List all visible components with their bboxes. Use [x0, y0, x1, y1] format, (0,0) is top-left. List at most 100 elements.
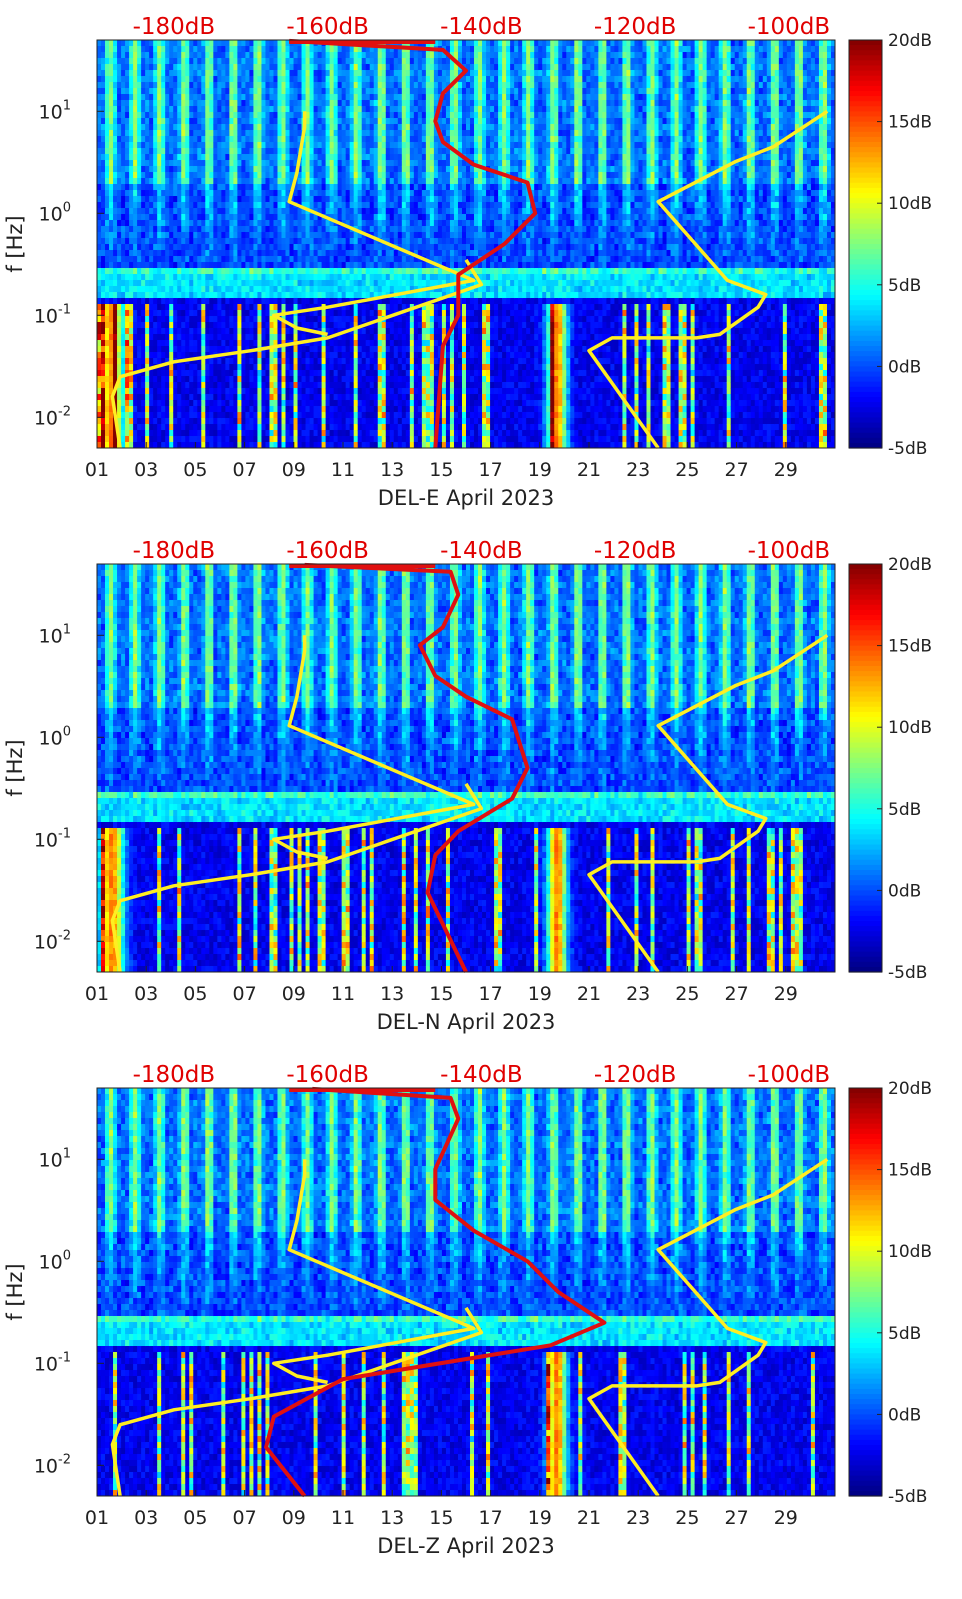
x-tick-label: 29 [774, 983, 798, 1005]
colorbar-tick-label: 20dB [888, 555, 932, 575]
panel-1: 01 03 05 07 09 11 13 15 17 19 21 23 25 27 29 DEL-E Apri… [3, 14, 932, 510]
x-axis-label: DEL-Z April 2023 [377, 1534, 555, 1558]
spectrogram-heatmap [97, 40, 836, 449]
top-axis-db-label: -100dB [748, 1062, 831, 1088]
top-axis-db-label: -140dB [440, 14, 523, 40]
yellow-curve-3 [587, 633, 829, 974]
yellow-curve-1 [110, 1306, 484, 1497]
x-tick-label: 19 [528, 459, 552, 481]
colorbar-tick-label: 0dB [888, 1405, 921, 1425]
x-tick-label: 25 [675, 459, 699, 481]
red-curve [289, 38, 538, 449]
x-tick-label: 07 [233, 1507, 257, 1529]
x-tick-label: 03 [134, 1507, 158, 1529]
yellow-curve-3 [587, 109, 829, 450]
x-tick-label: 21 [577, 1507, 601, 1529]
x-tick-label: 01 [85, 983, 109, 1005]
colorbar-tick-label: -5dB [888, 439, 927, 459]
x-tick-label: 23 [626, 983, 650, 1005]
colorbar: 20dB 15dB 10dB 5dB 0dB -5dB [848, 31, 932, 459]
y-tick-label: 10-2 [34, 928, 71, 953]
spectrogram-heatmap [97, 1088, 836, 1497]
top-axis-db-label: -100dB [748, 14, 831, 40]
panel-2: 01 03 05 07 09 11 13 15 17 19 21 23 25 27 29 DEL-N Apri… [3, 538, 932, 1034]
x-tick-label: 05 [183, 459, 207, 481]
y-tick-label: 10-1 [34, 302, 71, 327]
y-tick-label: 10-1 [34, 1350, 71, 1375]
colorbar-tick-label: 20dB [888, 1079, 932, 1099]
colorbar-tick-label: -5dB [888, 963, 927, 983]
x-tick-label: 03 [134, 983, 158, 1005]
top-axis-db-label: -160dB [286, 538, 369, 564]
y-axis-label: f [Hz] [3, 1263, 27, 1320]
x-tick-label: 07 [233, 459, 257, 481]
colorbar-tick-label: 5dB [888, 276, 921, 296]
red-curve [264, 1086, 607, 1498]
x-tick-label: 01 [85, 459, 109, 481]
spectrogram-heatmap [97, 564, 836, 973]
y-tick-label: 101 [39, 1146, 71, 1171]
y-tick-label: 10-2 [34, 404, 71, 429]
colorbar-tick-label: 15dB [888, 1161, 932, 1181]
x-tick-label: 03 [134, 459, 158, 481]
x-tick-label: 23 [626, 1507, 650, 1529]
top-axis-db-label: -140dB [440, 1062, 523, 1088]
panel-3: 01 03 05 07 09 11 13 15 17 19 21 23 25 27 29 DEL-Z Apri… [3, 1062, 932, 1558]
yellow-curve-2 [272, 635, 476, 861]
y-tick-label: 100 [39, 724, 71, 749]
y-tick-label: 10-2 [34, 1452, 71, 1477]
x-tick-label: 17 [479, 983, 503, 1005]
y-tick-label: 10-1 [34, 826, 71, 851]
x-tick-label: 19 [528, 1507, 552, 1529]
colorbar-tick-label: 5dB [888, 800, 921, 820]
plot-frame [96, 563, 836, 973]
top-axis-db-label: -120dB [594, 14, 677, 40]
x-tick-label: 13 [380, 983, 404, 1005]
yellow-curve-2 [272, 111, 476, 337]
plot-frame [96, 1087, 836, 1497]
colorbar-tick-label: 0dB [888, 357, 921, 377]
x-tick-label: 25 [675, 983, 699, 1005]
colorbar-tick-label: 15dB [888, 637, 932, 657]
colorbar-tick-label: 10dB [888, 194, 932, 214]
x-tick-label: 15 [429, 1507, 453, 1529]
y-tick-label: 100 [39, 1248, 71, 1273]
top-axis-db-label: -180dB [133, 1062, 216, 1088]
x-tick-label: 15 [429, 459, 453, 481]
colorbar-tick-label: 10dB [888, 1242, 932, 1262]
yellow-curve-1 [110, 782, 484, 973]
y-axis-label: f [Hz] [3, 215, 27, 272]
colorbar-tick-label: -5dB [888, 1487, 927, 1507]
x-tick-label: 11 [331, 1507, 355, 1529]
top-axis-db-label: -140dB [440, 538, 523, 564]
top-axis-db-label: -120dB [594, 538, 677, 564]
colorbar-tick-label: 5dB [888, 1324, 921, 1344]
x-tick-label: 05 [183, 983, 207, 1005]
y-tick-label: 100 [39, 200, 71, 225]
x-tick-label: 11 [331, 459, 355, 481]
plot-frame [96, 39, 836, 449]
x-tick-label: 13 [380, 459, 404, 481]
colorbar-tick-label: 0dB [888, 881, 921, 901]
x-tick-label: 29 [774, 1507, 798, 1529]
x-axis-label: DEL-N April 2023 [377, 1010, 556, 1034]
x-tick-label: 11 [331, 983, 355, 1005]
x-tick-label: 09 [282, 1507, 306, 1529]
x-tick-label: 23 [626, 459, 650, 481]
x-tick-label: 17 [479, 1507, 503, 1529]
x-axis-label: DEL-E April 2023 [378, 486, 554, 510]
yellow-curve-1 [110, 258, 484, 449]
x-tick-label: 01 [85, 1507, 109, 1529]
x-tick-label: 15 [429, 983, 453, 1005]
x-tick-label: 27 [725, 983, 749, 1005]
x-tick-label: 27 [725, 1507, 749, 1529]
top-axis-db-label: -160dB [286, 1062, 369, 1088]
x-tick-label: 09 [282, 459, 306, 481]
top-axis-db-label: -160dB [286, 14, 369, 40]
x-tick-label: 25 [675, 1507, 699, 1529]
top-axis-db-label: -180dB [133, 14, 216, 40]
yellow-curve-2 [272, 1159, 476, 1385]
x-tick-label: 13 [380, 1507, 404, 1529]
colorbar-tick-label: 15dB [888, 113, 932, 133]
